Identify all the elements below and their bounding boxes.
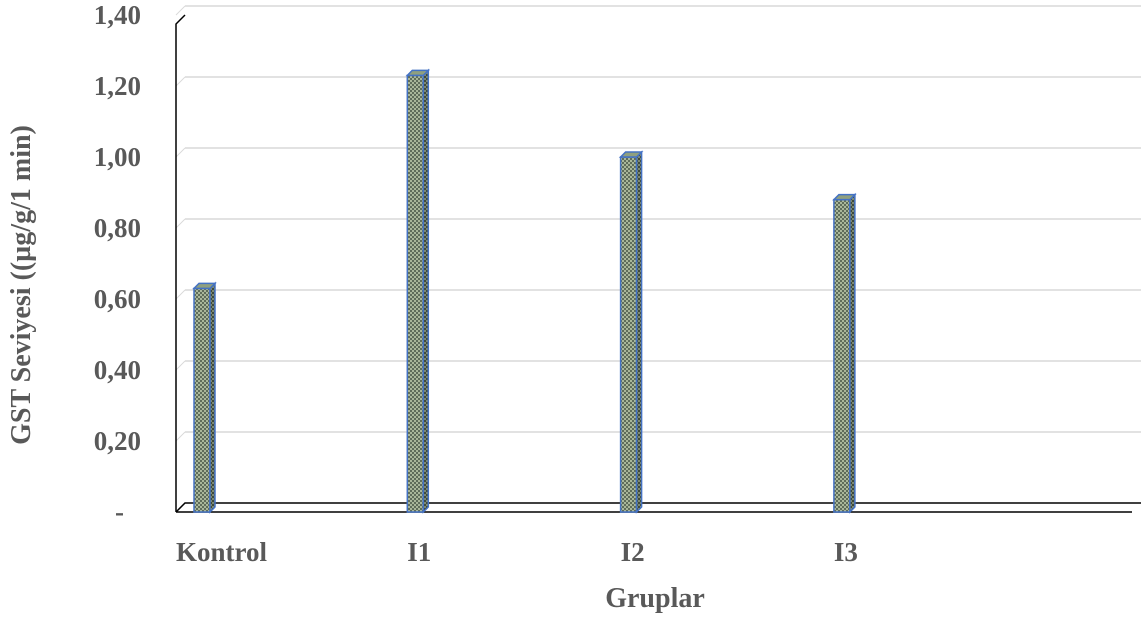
bar bbox=[832, 192, 857, 514]
bar-side bbox=[209, 281, 216, 514]
bar-front bbox=[833, 198, 851, 513]
y-tick-label: - bbox=[115, 497, 124, 527]
bar-top bbox=[192, 282, 217, 290]
y-tick-label: 1,40 bbox=[94, 0, 141, 30]
gridline-depth bbox=[175, 431, 186, 442]
gridline-depth bbox=[175, 289, 186, 300]
x-axis-back-line bbox=[175, 502, 1141, 513]
bar-side bbox=[635, 150, 643, 514]
bar-front bbox=[619, 156, 638, 513]
bars bbox=[192, 68, 857, 514]
bar-top bbox=[405, 69, 431, 77]
y-tick-label: 0,80 bbox=[94, 213, 141, 243]
y-tick-label: 0,60 bbox=[94, 284, 141, 314]
y-tick-label: 1,00 bbox=[94, 142, 141, 172]
gridline-depth bbox=[175, 147, 186, 158]
bar-side bbox=[849, 192, 856, 514]
y-tick-label: 1,20 bbox=[94, 71, 141, 101]
x-category-label: I1 bbox=[407, 537, 431, 567]
gridline-depth bbox=[175, 76, 186, 87]
x-axis-title: Gruplar bbox=[605, 583, 705, 614]
gridlines bbox=[175, 5, 1141, 442]
bar-top bbox=[832, 193, 857, 201]
x-category-label: Kontrol bbox=[176, 537, 268, 567]
y-axis-title: GST Seviyesi ((µg/g/1 min) bbox=[6, 125, 37, 445]
bar-front bbox=[193, 287, 211, 513]
y-axis-line bbox=[175, 14, 186, 512]
y-tick-label: 0,40 bbox=[94, 355, 141, 385]
bar bbox=[618, 150, 644, 514]
y-tick-labels: - 0,20 0,40 0,60 0,80 1,00 1,20 1,40 bbox=[94, 0, 141, 527]
x-category-labels: Kontrol I1 I2 I3 bbox=[176, 537, 858, 567]
gridline-depth bbox=[175, 360, 186, 371]
gridline-depth bbox=[175, 218, 186, 229]
x-category-label: I3 bbox=[834, 537, 858, 567]
y-tick-label: 0,20 bbox=[94, 426, 141, 456]
axes bbox=[175, 14, 1141, 513]
x-category-label: I2 bbox=[621, 537, 645, 567]
gridline-depth bbox=[175, 5, 186, 16]
bar bbox=[192, 281, 217, 514]
bar-top bbox=[618, 151, 644, 158]
bar-side bbox=[422, 68, 430, 514]
bar bbox=[405, 68, 431, 514]
bar-front bbox=[406, 74, 425, 513]
